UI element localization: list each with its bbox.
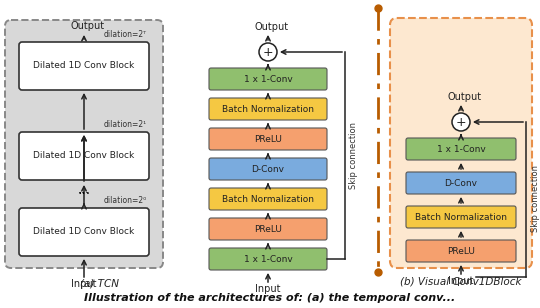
FancyBboxPatch shape [406,240,516,262]
FancyBboxPatch shape [19,208,149,256]
Text: Skip connection: Skip connection [348,122,357,189]
Text: PReLU: PReLU [254,225,282,233]
FancyBboxPatch shape [209,98,327,120]
Text: Dilated 1D Conv Block: Dilated 1D Conv Block [33,62,134,71]
Text: ···: ··· [77,187,91,201]
FancyBboxPatch shape [19,42,149,90]
Text: ···: ··· [78,188,90,201]
Text: Illustration of the architectures of: (a) the temporal conv...: Illustration of the architectures of: (a… [84,293,456,303]
Text: Batch Normalization: Batch Normalization [415,213,507,221]
FancyBboxPatch shape [406,172,516,194]
FancyBboxPatch shape [209,68,327,90]
FancyBboxPatch shape [390,18,532,268]
Text: +: + [262,46,273,59]
Circle shape [259,43,277,61]
FancyBboxPatch shape [406,206,516,228]
Text: Batch Normalization: Batch Normalization [222,194,314,204]
Text: 1 x 1-Conv: 1 x 1-Conv [244,75,292,83]
Text: Batch Normalization: Batch Normalization [222,104,314,114]
Text: Input: Input [255,284,281,294]
FancyBboxPatch shape [209,128,327,150]
Text: (a) TCN: (a) TCN [79,279,118,289]
FancyBboxPatch shape [209,158,327,180]
Text: dilation=2⁰: dilation=2⁰ [104,196,147,205]
FancyBboxPatch shape [209,218,327,240]
Text: 1 x 1-Conv: 1 x 1-Conv [437,144,485,153]
FancyBboxPatch shape [406,138,516,160]
FancyBboxPatch shape [19,132,149,180]
Text: PReLU: PReLU [254,135,282,144]
Text: dilation=2¹: dilation=2¹ [104,120,147,129]
Text: Dilated 1D Conv Block: Dilated 1D Conv Block [33,228,134,237]
Text: +: + [456,116,467,128]
Text: Dilated 1D Conv Block: Dilated 1D Conv Block [33,152,134,160]
Text: Skip connection: Skip connection [530,165,539,233]
Text: dilation=2ᵀ: dilation=2ᵀ [104,30,147,39]
Circle shape [452,113,470,131]
Text: Output: Output [255,22,289,32]
Text: 1 x 1-Conv: 1 x 1-Conv [244,254,292,264]
Text: Input: Input [71,279,97,289]
Text: D-Conv: D-Conv [444,179,477,188]
FancyBboxPatch shape [209,248,327,270]
FancyBboxPatch shape [209,188,327,210]
Text: Output: Output [448,92,482,102]
Text: Input: Input [448,276,474,286]
FancyBboxPatch shape [5,20,163,268]
Text: PReLU: PReLU [447,246,475,256]
Text: (b) Visual Conv1DBlock: (b) Visual Conv1DBlock [400,277,522,287]
Text: Output: Output [71,21,105,31]
Text: D-Conv: D-Conv [252,164,285,173]
